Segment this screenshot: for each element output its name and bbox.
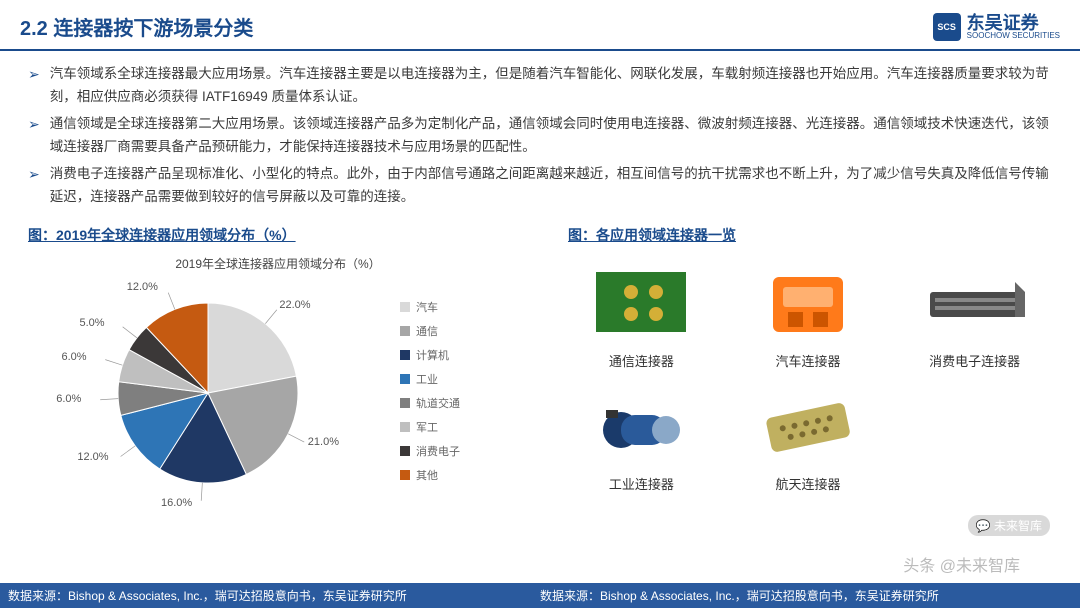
watermark-text: 头条 @未来智库 [903, 552, 1020, 576]
auto-connector-icon [748, 257, 868, 347]
pie-label: 12.0% [77, 451, 108, 463]
bullet-text: 汽车领域系全球连接器最大应用场景。汽车连接器主要是以电连接器为主，但是随着汽车智… [50, 63, 1052, 109]
legend-label: 其他 [416, 467, 438, 483]
legend-label: 通信 [416, 323, 438, 339]
product-item: 通信连接器 [568, 257, 715, 370]
legend-item: 军工 [400, 419, 460, 435]
pie-label: 21.0% [308, 436, 339, 448]
legend-swatch [400, 350, 410, 360]
legend-swatch [400, 326, 410, 336]
legend-swatch [400, 374, 410, 384]
bullet-marker-icon: ➢ [28, 63, 40, 109]
bullet-list: ➢ 汽车领域系全球连接器最大应用场景。汽车连接器主要是以电连接器为主，但是随着汽… [0, 51, 1080, 217]
product-grid: 通信连接器 汽车连接器 消费电子连接器工业连接器 航天连接器 [568, 257, 1048, 493]
pie-chart: 22.0% 21.0% 16.0% 12.0% 6.0% 6.0% 5.0% 12.0% [28, 278, 388, 513]
logo-text-cn: 东吴证券 [967, 14, 1060, 32]
legend-swatch [400, 302, 410, 312]
legend-label: 军工 [416, 419, 438, 435]
product-item: 汽车连接器 [735, 257, 882, 370]
footer: 数据来源：Bishop & Associates, Inc.，瑞可达招股意向书，… [0, 583, 1080, 608]
footer-right: 数据来源：Bishop & Associates, Inc.，瑞可达招股意向书，… [540, 587, 1072, 604]
product-label: 汽车连接器 [775, 351, 840, 370]
slide-header: 2.2 连接器按下游场景分类 SCS 东吴证券 SOOCHOW SECURITI… [0, 0, 1080, 51]
pie-label: 5.0% [80, 317, 105, 329]
aero-connector-icon [748, 380, 868, 470]
pie-chart-wrap: 22.0% 21.0% 16.0% 12.0% 6.0% 6.0% 5.0% 12.0% 汽车… [28, 278, 528, 513]
bullet-item: ➢ 消费电子连接器产品呈现标准化、小型化的特点。此外，由于内部信号通路之间距离越… [28, 163, 1052, 209]
legend-swatch [400, 446, 410, 456]
legend-item: 轨道交通 [400, 395, 460, 411]
legend-item: 通信 [400, 323, 460, 339]
slide-title: 2.2 连接器按下游场景分类 [20, 12, 253, 41]
brand-logo: SCS 东吴证券 SOOCHOW SECURITIES [933, 13, 1060, 41]
legend-item: 消费电子 [400, 443, 460, 459]
right-subheading: 图：各应用领域连接器一览 [568, 225, 1048, 245]
bullet-marker-icon: ➢ [28, 113, 40, 159]
legend-item: 工业 [400, 371, 460, 387]
bullet-marker-icon: ➢ [28, 163, 40, 209]
legend-label: 汽车 [416, 299, 438, 315]
chart-legend: 汽车通信计算机工业轨道交通军工消费电子其他 [400, 299, 460, 491]
product-item: 消费电子连接器 [901, 257, 1048, 370]
product-label: 航天连接器 [775, 474, 840, 493]
legend-label: 轨道交通 [416, 395, 460, 411]
pie-label: 6.0% [61, 351, 86, 363]
product-label: 消费电子连接器 [929, 351, 1020, 370]
content-row: 图：2019年全球连接器应用领域分布（%） 2019年全球连接器应用领域分布（%… [0, 217, 1080, 513]
logo-text-en: SOOCHOW SECURITIES [967, 32, 1060, 40]
product-label: 工业连接器 [609, 474, 674, 493]
left-column: 图：2019年全球连接器应用领域分布（%） 2019年全球连接器应用领域分布（%… [28, 217, 528, 513]
bullet-item: ➢ 通信领域是全球连接器第二大应用场景。该领域连接器产品多为定制化产品，通信领域… [28, 113, 1052, 159]
pie-label: 22.0% [279, 299, 310, 311]
product-item: 工业连接器 [568, 380, 715, 493]
legend-label: 消费电子 [416, 443, 460, 459]
legend-swatch [400, 470, 410, 480]
industrial-connector-icon [581, 380, 701, 470]
left-subheading: 图：2019年全球连接器应用领域分布（%） [28, 225, 528, 245]
comm-connector-icon [581, 257, 701, 347]
legend-label: 工业 [416, 371, 438, 387]
legend-swatch [400, 422, 410, 432]
product-label: 通信连接器 [609, 351, 674, 370]
logo-badge-icon: SCS [933, 13, 961, 41]
legend-item: 其他 [400, 467, 460, 483]
pie-label: 6.0% [56, 393, 81, 405]
pie-label: 12.0% [127, 281, 158, 293]
chart-title: 2019年全球连接器应用领域分布（%） [28, 255, 528, 272]
bullet-text: 通信领域是全球连接器第二大应用场景。该领域连接器产品多为定制化产品，通信领域会同… [50, 113, 1052, 159]
legend-item: 计算机 [400, 347, 460, 363]
watermark-badge: 💬 未来智库 [968, 515, 1050, 536]
legend-label: 计算机 [416, 347, 449, 363]
footer-left: 数据来源：Bishop & Associates, Inc.，瑞可达招股意向书，… [8, 587, 540, 604]
right-column: 图：各应用领域连接器一览 通信连接器 汽车连接器 消费电子连接器工业连接器 航天连接器 [568, 217, 1048, 513]
bullet-item: ➢ 汽车领域系全球连接器最大应用场景。汽车连接器主要是以电连接器为主，但是随着汽… [28, 63, 1052, 109]
bullet-text: 消费电子连接器产品呈现标准化、小型化的特点。此外，由于内部信号通路之间距离越来越… [50, 163, 1052, 209]
legend-swatch [400, 398, 410, 408]
pie-label: 16.0% [161, 497, 192, 509]
legend-item: 汽车 [400, 299, 460, 315]
consumer-connector-icon [915, 257, 1035, 347]
product-item: 航天连接器 [735, 380, 882, 493]
